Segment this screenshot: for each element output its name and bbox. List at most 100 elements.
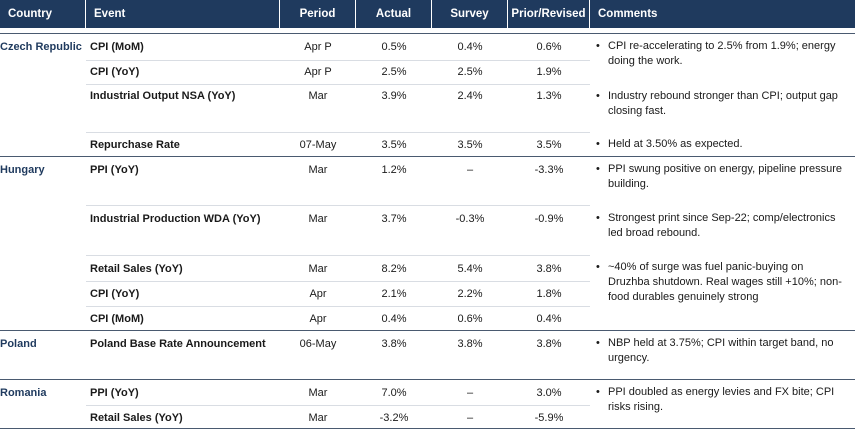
survey-value: 3.8% [457,338,483,350]
comment-item: • Industry rebound stronger than CPI; out… [596,89,847,119]
event-name: CPI (YoY) [90,66,140,78]
group-separator [0,379,855,380]
actual-value: -3.2% [379,412,409,424]
table-header: Country Event Period Actual Survey Prior… [0,0,855,28]
prior-value: 3.5% [536,139,562,151]
row-separator [86,60,590,61]
prior-value: 3.8% [536,263,562,275]
event-name: Retail Sales (YoY) [90,263,183,275]
prior-value: 1.8% [536,288,562,300]
header-actual: Actual [356,0,432,28]
event-name: CPI (MoM) [90,41,144,53]
comment-text: Strongest print since Sep-22; comp/elect… [608,212,836,239]
prior-value: 0.6% [536,41,562,53]
group-separator [0,330,855,331]
row-separator [86,281,590,282]
survey-value: 5.4% [457,263,483,275]
survey-value: 3.5% [457,139,483,151]
country-label: Poland [0,338,37,350]
actual-value: 2.1% [381,288,407,300]
comment-text: PPI doubled as energy levies and FX bite… [608,386,835,413]
bullet-icon: • [596,90,600,102]
actual-value: 3.7% [381,213,407,225]
prior-value: -0.9% [534,213,564,225]
bullet-icon: • [596,138,600,150]
period-value: Mar [308,387,328,399]
row-separator [86,405,590,406]
event-name: PPI (YoY) [90,164,139,176]
event-name: Industrial Output NSA (YoY) [90,90,236,102]
header-prior-revised: Prior/Revised [508,0,590,28]
comment-item: • PPI doubled as energy levies and FX bit… [596,385,847,415]
event-name: Repurchase Rate [90,139,180,151]
prior-value: 1.9% [536,66,562,78]
period-value: 07-May [299,139,337,151]
survey-value: – [466,387,474,399]
actual-value: 3.8% [381,338,407,350]
period-value: Apr P [304,41,332,53]
prior-value: 3.8% [536,338,562,350]
row-separator [86,132,590,133]
bullet-icon: • [596,337,600,349]
table-bottom-rule [0,428,855,429]
survey-value: 0.4% [457,41,483,53]
country-label: Romania [0,387,47,399]
actual-value: 1.2% [381,164,407,176]
survey-value: 2.2% [457,288,483,300]
period-value: Apr P [304,66,332,78]
event-name: CPI (MoM) [90,313,144,325]
header-survey: Survey [432,0,508,28]
comment-item: • PPI swung positive on energy, pipeline … [596,162,847,192]
comment-text: NBP held at 3.75%; CPI within target ban… [608,337,834,364]
comment-text: CPI re-accelerating to 2.5% from 1.9%; e… [608,40,836,67]
bullet-icon: • [596,261,600,273]
group-separator [0,156,855,157]
prior-value: -3.3% [534,164,564,176]
country-label: Hungary [0,164,45,176]
period-value: Apr [309,288,327,300]
actual-value: 7.0% [381,387,407,399]
comment-item: • NBP held at 3.75%; CPI within target ba… [596,336,847,366]
actual-value: 0.4% [381,313,407,325]
survey-value: – [466,412,474,424]
bullet-icon: • [596,40,600,52]
comment-text: PPI swung positive on energy, pipeline p… [608,163,842,190]
survey-value: -0.3% [455,213,485,225]
period-value: Mar [308,263,328,275]
period-value: Mar [308,164,328,176]
prior-value: 1.3% [536,90,562,102]
header-event: Event [86,0,280,28]
survey-value: 2.4% [457,90,483,102]
actual-value: 3.5% [381,139,407,151]
actual-value: 8.2% [381,263,407,275]
prior-value: 3.0% [536,387,562,399]
header-country: Country [0,0,86,28]
row-separator [86,205,590,206]
event-name: Poland Base Rate Announcement [90,338,266,350]
comment-item: • Held at 3.50% as expected. [596,137,847,152]
actual-value: 3.9% [381,90,407,102]
prior-value: 0.4% [536,313,562,325]
actual-value: 0.5% [381,41,407,53]
comment-item: • CPI re-accelerating to 2.5% from 1.9%; … [596,39,847,69]
header-comments: Comments [598,8,658,20]
bullet-icon: • [596,212,600,224]
actual-value: 2.5% [381,66,407,78]
comment-text: Held at 3.50% as expected. [608,138,743,150]
group-separator [0,33,855,34]
survey-value: 2.5% [457,66,483,78]
period-value: Apr [309,313,327,325]
comment-text: Industry rebound stronger than CPI; outp… [608,90,838,117]
comment-text: ~40% of surge was fuel panic-buying on D… [608,261,842,303]
survey-value: 0.6% [457,313,483,325]
comment-item: • ~40% of surge was fuel panic-buying on … [596,260,847,305]
period-value: Mar [308,412,328,424]
period-value: Mar [308,213,328,225]
header-period: Period [280,0,356,28]
event-name: Retail Sales (YoY) [90,412,183,424]
row-separator [86,306,590,307]
country-label: Czech Republic [0,41,82,53]
period-value: Mar [308,90,328,102]
row-separator [86,84,590,85]
